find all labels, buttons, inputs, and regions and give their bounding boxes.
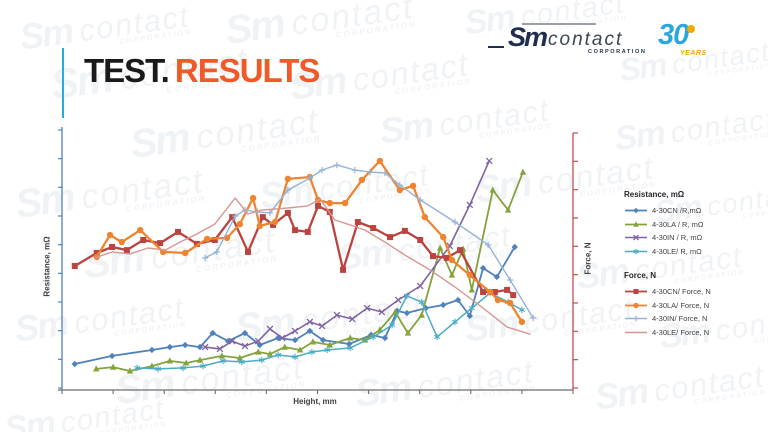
legend-item: 4-30IN/ Force, N	[624, 312, 711, 326]
title-accent: RESULTS	[174, 52, 321, 89]
logo-anniversary-dot-icon	[687, 25, 695, 33]
legend-item-label: 4-30LA / R, mΩ	[652, 219, 704, 229]
legend-item: 4-30IN / R, mΩ	[624, 231, 711, 245]
legend-item: 4-30CN/ Force, N	[624, 285, 711, 299]
y-axis-label-right: Force, N	[583, 242, 593, 275]
legend-swatch-icon	[625, 207, 647, 214]
title-accent-bar	[62, 48, 64, 118]
legend-group: Resistance, mΩ 4-30CN /R,mΩ 4-30LA / R, mΩ…	[624, 190, 711, 258]
legend-group: Force, N 4-30CN/ Force, N 4-30LA/ Force, N…	[624, 271, 711, 339]
y-axis-label-left: Resistance, mΩ	[42, 236, 52, 297]
legend-item-label: 4-30CN /R,mΩ	[652, 206, 702, 216]
x-axis-label: Height, mm	[293, 397, 337, 406]
legend-item: 4-30LE/ Force, N	[624, 326, 711, 340]
logo-dash	[488, 46, 504, 48]
legend-swatch-icon	[625, 234, 647, 241]
legend-item-label: 4-30IN/ Force, N	[652, 314, 708, 324]
logo-brand-name: contact	[548, 29, 624, 50]
legend-item: 4-30LA / R, mΩ	[624, 218, 711, 232]
brand-logo: Sm contact CORPORATION 30 YEARS	[488, 16, 728, 64]
legend-item-label: 4-30LA/ Force, N	[652, 300, 710, 310]
legend-item-label: 4-30LE/ R, mΩ	[652, 246, 702, 256]
legend-item-label: 4-30CN/ Force, N	[652, 287, 711, 297]
legend-item: 4-30LA/ Force, N	[624, 299, 711, 313]
legend-item-label: 4-30IN / R, mΩ	[652, 233, 703, 243]
logo-sm-script: Sm	[508, 22, 548, 52]
chart-legend: Resistance, mΩ 4-30CN /R,mΩ 4-30LA / R, mΩ…	[624, 190, 711, 352]
legend-swatch-icon	[625, 289, 647, 295]
legend-swatch-icon	[625, 221, 647, 227]
title-block: TEST. RESULTS	[62, 48, 321, 118]
legend-swatch-icon	[625, 302, 647, 308]
legend-swatch-icon	[625, 315, 647, 322]
title-prefix: TEST.	[84, 52, 170, 89]
logo-rule-line	[522, 23, 596, 25]
logo-anniversary-number: 30	[658, 19, 689, 51]
legend-group-title: Resistance, mΩ	[624, 190, 685, 199]
logo-brand-sub: CORPORATION	[588, 49, 647, 55]
legend-swatch-icon	[625, 248, 647, 255]
legend-item: 4-30CN /R,mΩ	[624, 204, 711, 218]
logo-anniversary-label: YEARS	[680, 50, 707, 57]
page-title: TEST. RESULTS	[84, 52, 321, 89]
legend-group-title: Force, N	[624, 271, 657, 280]
legend-item: 4-30LE/ R, mΩ	[624, 245, 711, 259]
legend-item-label: 4-30LE/ Force, N	[652, 327, 710, 337]
legend-swatch-icon	[625, 331, 647, 333]
